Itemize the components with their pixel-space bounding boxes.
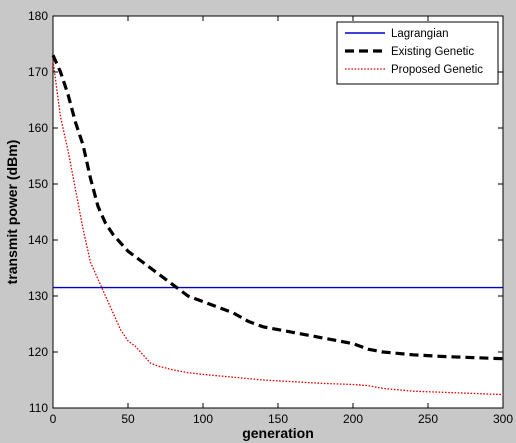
legend-label-existing-genetic: Existing Genetic — [391, 46, 474, 58]
y-tick-label: 110 — [29, 401, 48, 415]
y-tick-label: 130 — [28, 289, 48, 303]
y-tick-label: 120 — [28, 345, 48, 359]
legend-label-lagrangian: Lagrangian — [391, 28, 449, 40]
y-tick-label: 170 — [28, 65, 48, 79]
y-tick-label: 180 — [28, 9, 48, 23]
y-tick-label: 140 — [28, 233, 48, 247]
series-line-proposed-genetic — [52, 60, 504, 396]
y-tick-label: 150 — [28, 177, 48, 191]
y-ticks: 110 120 130 140 150 160 170 180 — [28, 9, 503, 415]
y-tick-label: 160 — [28, 121, 48, 135]
legend: Lagrangian Existing Genetic Proposed Genet… — [336, 21, 499, 85]
x-axis-label: generation — [242, 425, 314, 441]
x-tick-label: 100 — [193, 412, 213, 426]
x-ticks: 0 50 100 150 200 250 300 — [50, 16, 513, 426]
series-layer — [51, 54, 504, 396]
x-tick-label: 300 — [493, 412, 513, 426]
x-tick-label: 250 — [418, 412, 438, 426]
x-tick-label: 150 — [268, 412, 288, 426]
x-tick-label: 50 — [121, 412, 135, 426]
x-tick-label: 0 — [50, 412, 57, 426]
legend-label-proposed-genetic: Proposed Genetic — [391, 64, 483, 76]
series-line-existing-genetic — [51, 54, 504, 361]
x-tick-label: 200 — [343, 412, 363, 426]
y-axis-label: transmit power (dBm) — [4, 140, 20, 285]
